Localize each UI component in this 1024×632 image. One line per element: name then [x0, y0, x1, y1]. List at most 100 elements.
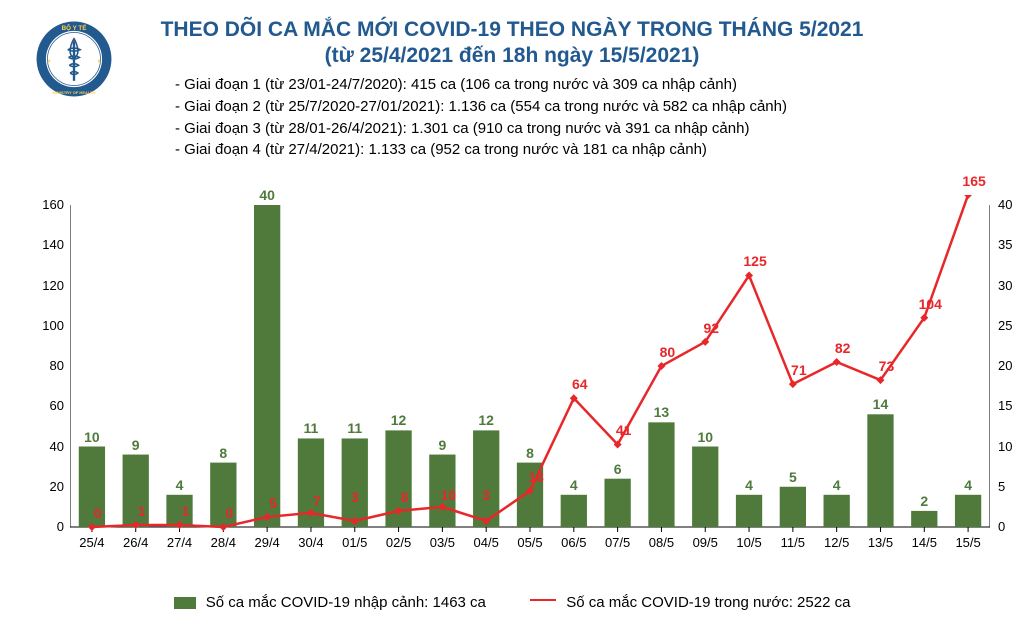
- x-tick-label: 25/4: [79, 535, 104, 550]
- x-tick-label: 01/5: [342, 535, 367, 550]
- y-left-tick-label: 40: [24, 439, 64, 454]
- x-tick-label: 15/5: [955, 535, 980, 550]
- bar-data-label: 4: [833, 477, 841, 493]
- y-right-tick-label: 30: [998, 278, 1024, 293]
- y-right-tick-label: 40: [998, 197, 1024, 212]
- y-right-tick-label: 0: [998, 519, 1024, 534]
- y-left-tick-label: 100: [24, 318, 64, 333]
- x-tick-label: 05/5: [517, 535, 542, 550]
- y-right-tick-label: 5: [998, 479, 1024, 494]
- bar-data-label: 10: [697, 429, 713, 445]
- y-right-tick-label: 25: [998, 318, 1024, 333]
- bar-data-label: 11: [347, 420, 362, 436]
- note-line: - Giai đoạn 3 (từ 28/01-26/4/2021): 1.30…: [175, 118, 1024, 140]
- bar-data-label: 2: [920, 493, 928, 509]
- bar-data-label: 12: [478, 412, 494, 428]
- line-data-label: 82: [835, 340, 851, 356]
- x-tick-label: 12/5: [824, 535, 849, 550]
- note-line: - Giai đoạn 4 (từ 27/4/2021): 1.133 ca (…: [175, 139, 1024, 161]
- line-data-label: 92: [703, 320, 719, 336]
- legend-bar: Số ca mắc COVID-19 nhập cảnh: 1463 ca: [174, 594, 486, 611]
- bar-data-label: 14: [873, 396, 889, 412]
- line-data-label: 8: [401, 489, 409, 505]
- bar-data-label: 4: [745, 477, 753, 493]
- chart-plot-area: 0204060801001201401600510152025303540102…: [70, 195, 990, 575]
- x-tick-label: 27/4: [167, 535, 192, 550]
- x-tick-label: 07/5: [605, 535, 630, 550]
- x-tick-label: 30/4: [298, 535, 323, 550]
- bar-data-label: 5: [789, 469, 797, 485]
- chart-titles: THEO DÕI CA MẮC MỚI COVID-19 THEO NGÀY T…: [0, 0, 1024, 68]
- line-data-label: 73: [879, 358, 895, 374]
- line-data-label: 165: [962, 173, 985, 189]
- note-line: - Giai đoạn 1 (từ 23/01-24/7/2020): 415 …: [175, 74, 1024, 96]
- line-data-label: 104: [919, 296, 942, 312]
- x-tick-label: 03/5: [430, 535, 455, 550]
- line-data-label: 0: [225, 505, 233, 521]
- y-left-tick-label: 120: [24, 278, 64, 293]
- note-line: - Giai đoạn 2 (từ 25/7/2020-27/01/2021):…: [175, 96, 1024, 118]
- x-tick-label: 11/5: [781, 535, 805, 550]
- legend-line-label: Số ca mắc COVID-19 trong nước: 2522 ca: [566, 594, 850, 611]
- bar-data-label: 10: [84, 429, 100, 445]
- line-data-label: 125: [743, 253, 766, 269]
- line-data-label: 0: [94, 505, 102, 521]
- bar-data-label: 9: [132, 437, 140, 453]
- title-line-2: (từ 25/4/2021 đến 18h ngày 15/5/2021): [0, 44, 1024, 68]
- legend-bar-label: Số ca mắc COVID-19 nhập cảnh: 1463 ca: [206, 594, 486, 611]
- svg-text:MINISTRY OF HEALTH: MINISTRY OF HEALTH: [52, 90, 95, 95]
- x-tick-label: 02/5: [386, 535, 411, 550]
- y-left-tick-label: 140: [24, 237, 64, 252]
- bar-data-label: 8: [219, 445, 227, 461]
- plot-svg: [70, 195, 990, 575]
- y-left-tick-label: 60: [24, 398, 64, 413]
- line-data-label: 64: [572, 376, 588, 392]
- x-tick-label: 10/5: [736, 535, 761, 550]
- chart-container: BỘ Y TẾ MINISTRY OF HEALTH THEO DÕI CA M…: [0, 0, 1024, 632]
- line-data-label: 1: [138, 503, 146, 519]
- bar-data-label: 4: [176, 477, 184, 493]
- line-data-label: 71: [791, 362, 807, 378]
- line-data-label: 80: [660, 344, 676, 360]
- svg-text:BỘ Y TẾ: BỘ Y TẾ: [62, 24, 87, 32]
- line-data-label: 41: [616, 422, 632, 438]
- bar-data-label: 13: [654, 404, 670, 420]
- line-swatch-icon: [530, 599, 556, 601]
- ministry-logo: BỘ Y TẾ MINISTRY OF HEALTH: [35, 20, 113, 98]
- bar-data-label: 4: [964, 477, 972, 493]
- x-tick-label: 08/5: [649, 535, 674, 550]
- y-right-tick-label: 35: [998, 237, 1024, 252]
- bar-swatch-icon: [174, 597, 196, 609]
- bar-data-label: 12: [391, 412, 407, 428]
- x-tick-label: 14/5: [912, 535, 937, 550]
- x-tick-label: 26/4: [123, 535, 148, 550]
- bar-data-label: 4: [570, 477, 578, 493]
- line-data-label: 18: [528, 469, 544, 485]
- bar-data-label: 40: [259, 187, 275, 203]
- x-tick-label: 04/5: [474, 535, 499, 550]
- y-left-tick-label: 160: [24, 197, 64, 212]
- y-right-tick-label: 15: [998, 398, 1024, 413]
- line-data-label: 1: [182, 503, 190, 519]
- bar-data-label: 11: [304, 420, 319, 436]
- legend: Số ca mắc COVID-19 nhập cảnh: 1463 ca Số…: [0, 594, 1024, 632]
- bar-data-label: 9: [438, 437, 446, 453]
- y-left-tick-label: 80: [24, 358, 64, 373]
- bar-data-label: 8: [526, 445, 534, 461]
- bar-data-label: 6: [614, 461, 622, 477]
- title-line-1: THEO DÕI CA MẮC MỚI COVID-19 THEO NGÀY T…: [0, 18, 1024, 42]
- line-data-label: 7: [313, 493, 321, 509]
- x-tick-label: 28/4: [211, 535, 236, 550]
- line-data-label: 3: [351, 489, 359, 505]
- x-tick-label: 06/5: [561, 535, 586, 550]
- y-left-tick-label: 0: [24, 519, 64, 534]
- x-tick-label: 29/4: [254, 535, 279, 550]
- y-left-tick-label: 20: [24, 479, 64, 494]
- y-right-tick-label: 20: [998, 358, 1024, 373]
- legend-line: Số ca mắc COVID-19 trong nước: 2522 ca: [530, 594, 850, 611]
- y-right-tick-label: 10: [998, 439, 1024, 454]
- line-data-label: 5: [269, 495, 277, 511]
- x-tick-label: 09/5: [693, 535, 718, 550]
- x-tick-label: 13/5: [868, 535, 893, 550]
- line-data-label: 10: [441, 487, 457, 503]
